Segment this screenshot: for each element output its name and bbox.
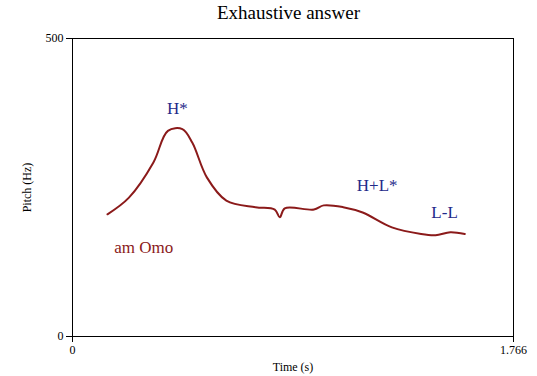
svg-text:L-L: L-L	[431, 203, 457, 222]
svg-text:0: 0	[58, 329, 64, 343]
html-text:Exhaustive answer: Exhaustive answer	[217, 2, 360, 23]
svg-text:H+L*: H+L*	[357, 176, 398, 195]
svg-text:am Omo: am Omo	[114, 238, 173, 257]
svg-text:0: 0	[70, 343, 76, 357]
svg-text:1.766: 1.766	[500, 343, 527, 357]
svg-text:500: 500	[46, 31, 64, 45]
svg-text:H*: H*	[167, 99, 188, 118]
svg-text:Time (s): Time (s)	[273, 360, 314, 374]
svg-text:Pitch (Hz): Pitch (Hz)	[20, 163, 34, 213]
